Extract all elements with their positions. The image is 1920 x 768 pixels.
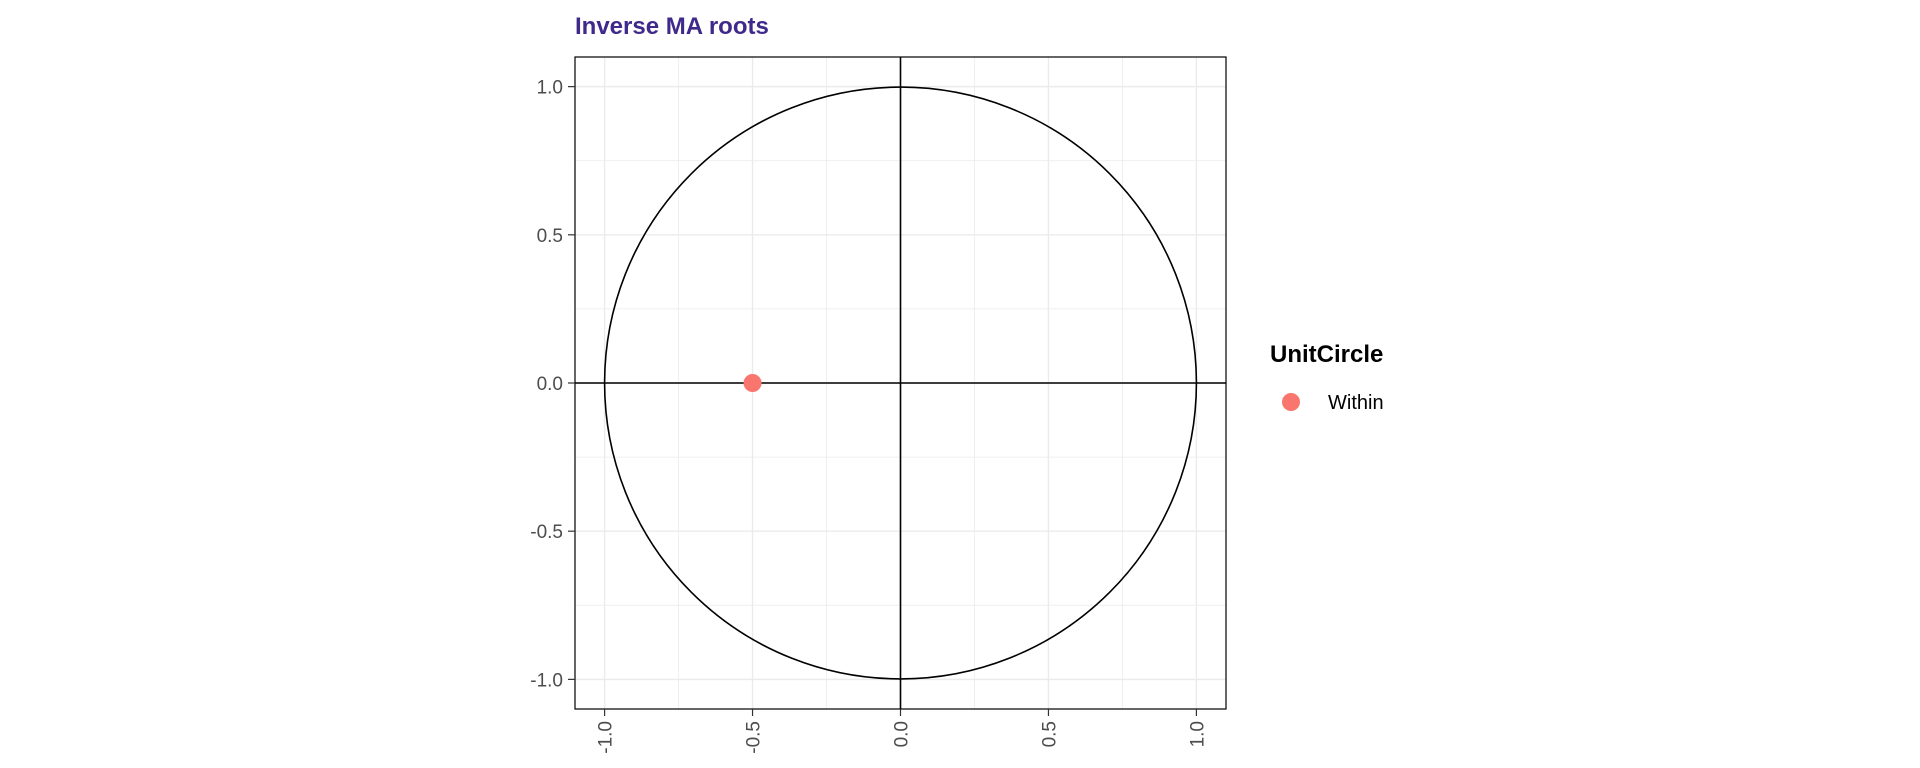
x-tick-label: -0.5 — [744, 721, 765, 754]
x-tick-label: 0.0 — [892, 721, 913, 747]
x-tick-label: 1.0 — [1187, 721, 1208, 747]
y-tick-label: 1.0 — [537, 78, 563, 99]
legend-entries: Within — [1282, 392, 1384, 414]
legend-key — [1282, 393, 1300, 411]
axis-ticks: -1.0 -0.5 0.0 0.5 1.0 -1.0 -0.5 0.0 0.5 1.0 — [530, 78, 1208, 754]
x-tick-label: -1.0 — [596, 721, 617, 754]
y-tick-label: -1.0 — [530, 670, 563, 691]
y-tick-label: 0.5 — [537, 226, 563, 247]
legend: UnitCircle Within — [1270, 341, 1384, 414]
legend-title: UnitCircle — [1270, 341, 1383, 368]
data-points — [743, 374, 762, 392]
chart-title: Inverse MA roots — [575, 13, 769, 40]
data-point — [743, 374, 762, 392]
reference-lines — [575, 57, 1226, 709]
y-tick-label: -0.5 — [530, 522, 563, 543]
x-tick-label: 0.5 — [1039, 721, 1060, 747]
unit-circle — [603, 86, 1198, 680]
y-tick-label: 0.0 — [537, 374, 563, 395]
legend-label: Within — [1328, 392, 1384, 414]
